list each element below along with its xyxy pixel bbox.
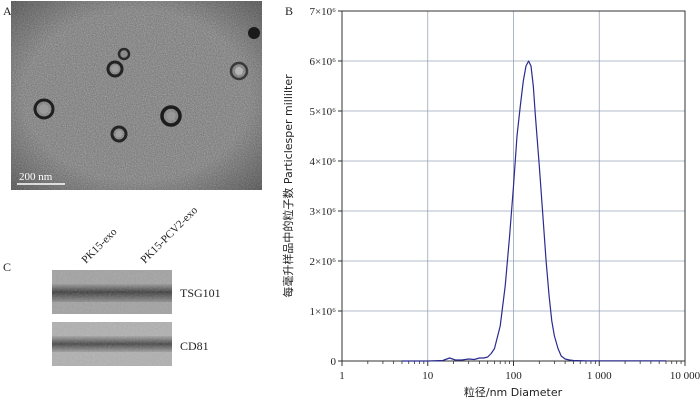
band-label-tsg101: TSG101 bbox=[180, 286, 221, 300]
y-tick-label: 2×10⁶ bbox=[309, 256, 336, 268]
series-line-0 bbox=[401, 60, 666, 362]
x-tick-label: 1 000 bbox=[587, 370, 612, 382]
y-tick-label: 7×10⁶ bbox=[309, 6, 336, 18]
y-tick-label: 6×10⁶ bbox=[309, 56, 336, 68]
y-tick-label: 4×10⁶ bbox=[309, 156, 336, 168]
x-tick-label: 100 bbox=[505, 370, 522, 382]
y-axis-label: 每毫升样品中的粒子数 Particlesper millilter bbox=[281, 74, 295, 298]
x-tick-label: 10 bbox=[422, 370, 434, 382]
scale-bar-label: 200 nm bbox=[19, 171, 53, 183]
y-tick-labels: 0 1×10⁶ 2×10⁶ 3×10⁶ 4×10⁶ 5×10⁶ 6×10⁶ 7×10⁶ bbox=[309, 6, 336, 368]
y-tick-label: 1×10⁶ bbox=[309, 306, 336, 318]
panel-label-c: C bbox=[3, 260, 12, 274]
x-tick-label: 1 bbox=[339, 370, 345, 382]
blot-tsg101 bbox=[52, 270, 172, 314]
tem-micrograph: 200 nm bbox=[11, 1, 262, 190]
panel-label-b: B bbox=[285, 4, 294, 18]
x-tick-labels: 1 10 100 1 000 10 000 bbox=[339, 370, 700, 382]
blot-cd81 bbox=[52, 322, 172, 366]
exosome-vesicles bbox=[33, 27, 260, 143]
y-tick-label: 3×10⁶ bbox=[309, 206, 336, 218]
chart-series bbox=[401, 60, 666, 362]
y-tick-label: 0 bbox=[331, 356, 337, 368]
x-axis-label: 粒径/nm Diameter bbox=[464, 385, 563, 399]
panel-label-a: A bbox=[3, 4, 12, 18]
x-tick-label: 10 000 bbox=[670, 370, 700, 382]
y-tick-label: 5×10⁶ bbox=[309, 106, 336, 118]
band-label-cd81: CD81 bbox=[180, 339, 209, 353]
chart-axes bbox=[338, 10, 686, 366]
plot-frame bbox=[341, 10, 686, 362]
